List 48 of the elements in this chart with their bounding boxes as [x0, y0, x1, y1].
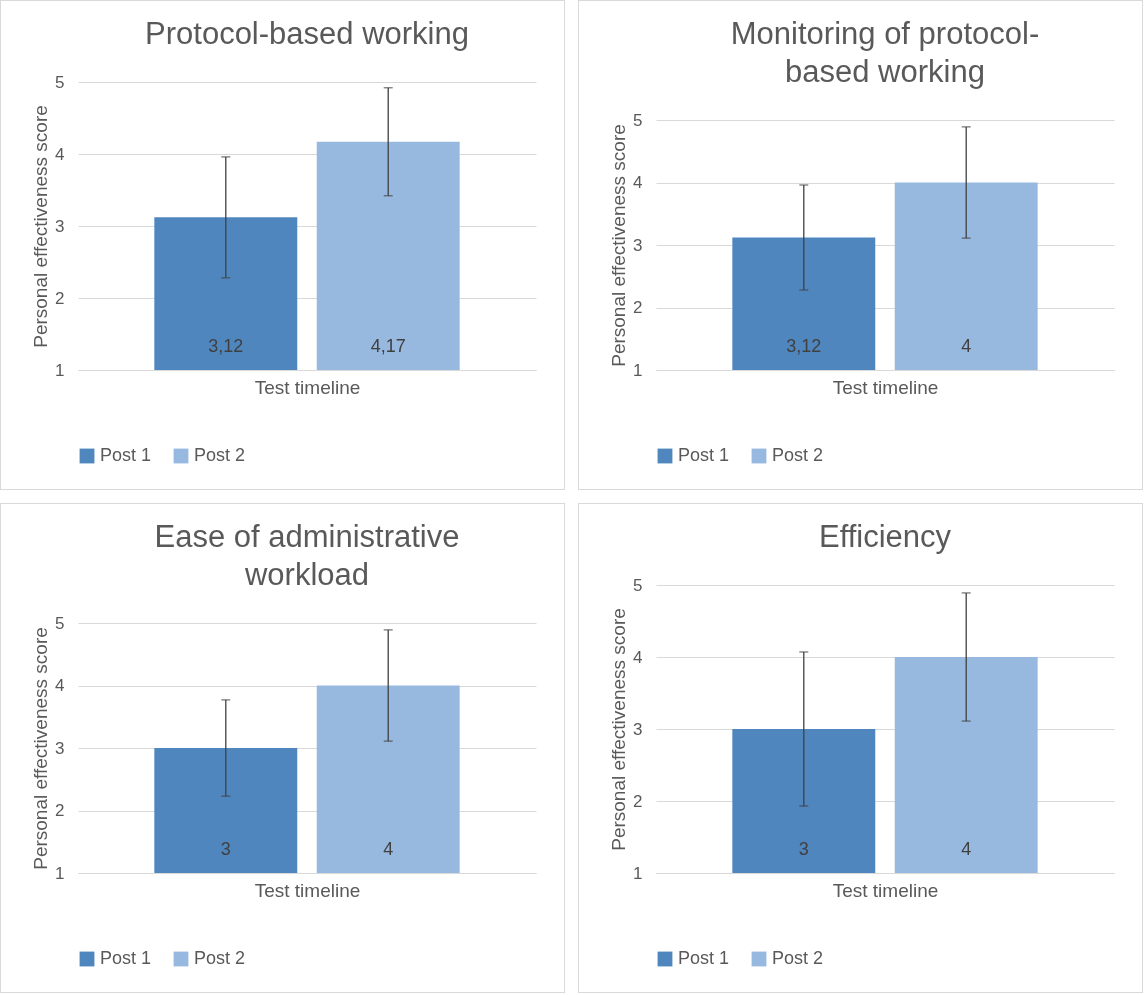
y-tick-label: 2: [55, 288, 65, 308]
y-axis-title: Personal effectiveness score: [608, 608, 630, 851]
y-tick-label: 5: [633, 110, 643, 130]
y-tick-label: 3: [633, 235, 643, 255]
chart-title: Efficiency: [818, 519, 952, 554]
y-tick-label: 1: [633, 360, 643, 380]
data-label: 3,12: [786, 336, 822, 356]
data-label: 4: [383, 839, 394, 859]
chart-title: Protocol-based working: [145, 16, 469, 51]
data-label: 4: [961, 839, 972, 859]
y-tick-label: 5: [55, 613, 65, 633]
legend-label: Post 2: [772, 948, 824, 968]
y-tick-label: 4: [633, 173, 643, 192]
legend-label: Post 2: [194, 948, 246, 968]
legend-label: Post 2: [194, 445, 246, 465]
y-tick-label: 2: [633, 791, 643, 811]
x-axis-title: Test timeline: [832, 376, 939, 398]
y-axis-title: Personal effectiveness score: [30, 627, 52, 870]
y-tick-label: 1: [55, 863, 65, 883]
data-label: 4: [961, 336, 972, 356]
y-tick-label: 4: [633, 647, 643, 667]
y-tick-label: 4: [55, 676, 65, 695]
y-axis-title: Personal effectiveness score: [30, 105, 52, 348]
y-tick-label: 1: [55, 360, 65, 380]
chart-title: Monitoring of protocol-based working: [730, 16, 1040, 89]
legend-label: Post 1: [100, 445, 152, 465]
y-tick-label: 1: [633, 863, 643, 883]
y-tick-label: 3: [55, 216, 65, 236]
y-tick-label: 3: [55, 738, 65, 758]
y-tick-label: 2: [633, 298, 643, 317]
data-label: 3: [220, 839, 231, 859]
y-tick-label: 3: [633, 719, 643, 739]
x-axis-title: Test timeline: [832, 879, 939, 901]
legend-label: Post 1: [100, 948, 152, 968]
chart-title: Ease of administrative workload: [154, 519, 460, 592]
y-tick-label: 4: [55, 144, 65, 164]
data-label: 4,17: [370, 336, 406, 356]
legend-label: Post 1: [678, 445, 730, 465]
y-axis-title: Personal effectiveness score: [608, 124, 630, 367]
x-axis-title: Test timeline: [254, 879, 361, 901]
data-label: 3,12: [208, 336, 244, 356]
y-tick-label: 5: [55, 72, 65, 92]
y-tick-label: 2: [55, 801, 65, 820]
y-tick-label: 5: [633, 575, 643, 595]
legend-label: Post 1: [678, 948, 730, 968]
data-label: 3: [798, 839, 809, 859]
x-axis-title: Test timeline: [254, 376, 361, 398]
legend-label: Post 2: [772, 445, 824, 465]
